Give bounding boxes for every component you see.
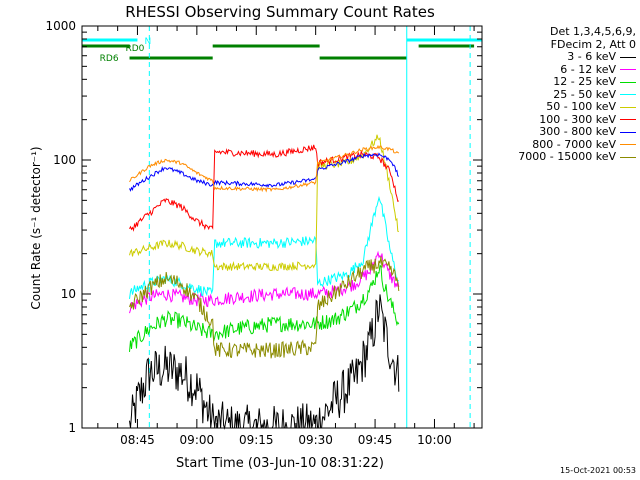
x-tick-label: 09:15	[239, 433, 274, 447]
flag-label: RD0	[125, 44, 144, 54]
legend-entry: 7000 - 15000 keV	[486, 150, 636, 164]
x-tick-label: 09:00	[180, 433, 215, 447]
legend-entry: 300 - 800 keV	[486, 125, 636, 139]
legend-swatch	[620, 106, 636, 108]
legend-swatch	[620, 56, 636, 58]
x-tick-label: 09:45	[358, 433, 393, 447]
legend-label: 300 - 800 keV	[539, 125, 616, 138]
series-line	[129, 144, 400, 232]
y-tick-label: 100	[53, 153, 76, 167]
series-line	[129, 263, 400, 352]
legend-header-2: FDecim 2, Att 0	[550, 37, 636, 51]
legend-swatch	[620, 119, 636, 120]
plot-frame	[81, 25, 483, 429]
series-line	[129, 152, 400, 192]
y-tick-label: 10	[61, 287, 76, 301]
y-tick-label: 1	[68, 421, 76, 435]
legend-entry: 12 - 25 keV	[486, 75, 636, 89]
x-tick-label: 10:00	[417, 433, 452, 447]
x-tick-label: 08:45	[120, 433, 155, 447]
legend-label: 7000 - 15000 keV	[518, 150, 616, 163]
y-axis: 1 10 100 1000	[45, 19, 482, 435]
legend-entry: 100 - 300 keV	[486, 112, 636, 127]
legend-swatch	[620, 131, 636, 133]
legend-label: 6 - 12 keV	[560, 62, 616, 76]
series-line	[129, 256, 400, 359]
date-stamp: 15-Oct-2021 00:53	[560, 466, 636, 475]
legend-label: 50 - 100 keV	[546, 100, 616, 113]
legend-entry: 800 - 7000 keV	[486, 137, 636, 152]
legend-label: 12 - 25 keV	[553, 75, 616, 88]
series-line	[129, 294, 400, 430]
legend: Det 1,3,4,5,6,9, FDecim 2, Att 0 3 - 6 k…	[486, 25, 636, 164]
legend-swatch	[620, 81, 636, 83]
series-line	[129, 195, 400, 299]
series-line	[129, 134, 400, 272]
legend-entry: 25 - 50 keV	[486, 87, 636, 102]
x-axis: 08:45 09:00 09:15 09:30 09:45 10:00	[97, 26, 475, 447]
flag-label: RD6	[100, 54, 119, 64]
x-tick-label: 09:30	[298, 433, 333, 447]
legend-entry: 3 - 6 keV	[486, 50, 636, 64]
legend-swatch	[620, 69, 636, 70]
chart-title: RHESSI Observing Summary Count Rates	[125, 3, 435, 21]
legend-label: 3 - 6 keV	[567, 50, 616, 63]
flag-label: N	[144, 37, 151, 47]
legend-label: 100 - 300 keV	[539, 112, 616, 126]
legend-header-1: Det 1,3,4,5,6,9,	[549, 25, 636, 38]
legend-entry: 50 - 100 keV	[486, 100, 636, 114]
legend-label: 25 - 50 keV	[553, 87, 616, 101]
legend-entry: 6 - 12 keV	[486, 62, 636, 77]
series-line	[129, 250, 400, 314]
legend-swatch	[620, 94, 636, 95]
series-layer	[129, 134, 400, 430]
y-axis-label: Count Rate (s⁻¹ detector⁻¹)	[29, 146, 43, 309]
legend-label: 800 - 7000 keV	[532, 137, 616, 151]
marker-lines	[81, 26, 471, 428]
y-tick-label: 1000	[45, 19, 76, 33]
legend-items: 3 - 6 keV 6 - 12 keV 12 - 25 keV 25 - 50 ke…	[486, 50, 636, 164]
x-axis-label: Start Time (03-Jun-10 08:31:22)	[176, 456, 384, 471]
legend-swatch	[620, 156, 636, 158]
legend-swatch	[620, 144, 636, 145]
series-line	[129, 144, 400, 193]
